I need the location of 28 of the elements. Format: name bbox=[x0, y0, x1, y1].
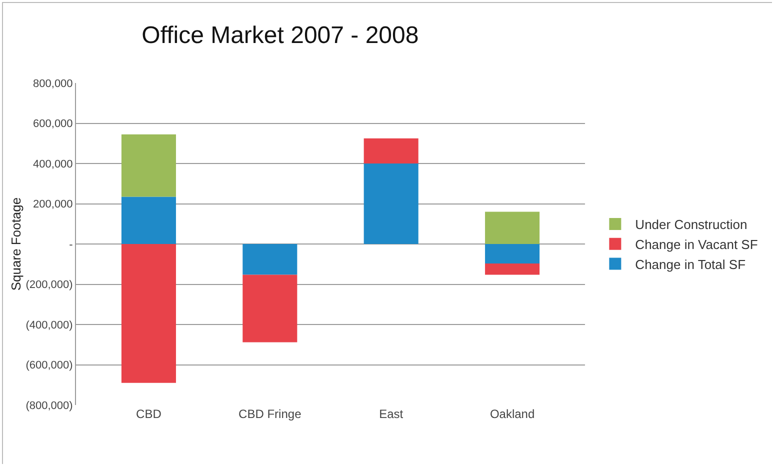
x-tick-label: East bbox=[379, 407, 404, 421]
y-tick-label: 400,000 bbox=[33, 158, 73, 170]
y-tick-label: 600,000 bbox=[33, 118, 73, 130]
bar bbox=[121, 244, 176, 383]
y-tick-label: (200,000) bbox=[26, 279, 73, 292]
bar bbox=[242, 274, 298, 342]
y-axis-title: Square Footage bbox=[8, 197, 24, 291]
bar bbox=[121, 196, 176, 244]
legend-label: Change in Vacant SF bbox=[635, 236, 758, 252]
y-tick-label: (600,000) bbox=[26, 360, 73, 372]
y-tick-label: 200,000 bbox=[33, 198, 73, 211]
bar bbox=[485, 264, 540, 275]
bar bbox=[485, 212, 540, 244]
x-tick-label: CBD Fringe bbox=[238, 407, 302, 421]
x-tick-label: CBD bbox=[136, 407, 162, 421]
bar bbox=[364, 164, 418, 244]
y-tick-label: (800,000) bbox=[26, 400, 73, 412]
bar bbox=[364, 138, 418, 164]
x-tick-label: Oakland bbox=[490, 407, 535, 421]
bar bbox=[485, 244, 540, 264]
bar bbox=[121, 134, 176, 197]
chart-title: Office Market 2007 - 2008 bbox=[142, 22, 419, 49]
bar bbox=[242, 244, 298, 275]
y-tick-label: 800,000 bbox=[33, 78, 73, 90]
y-tick-label: (400,000) bbox=[26, 319, 73, 332]
legend-label: Under Construction bbox=[635, 217, 748, 232]
y-tick-label: - bbox=[69, 238, 74, 251]
legend-label: Change in Total SF bbox=[635, 256, 746, 272]
